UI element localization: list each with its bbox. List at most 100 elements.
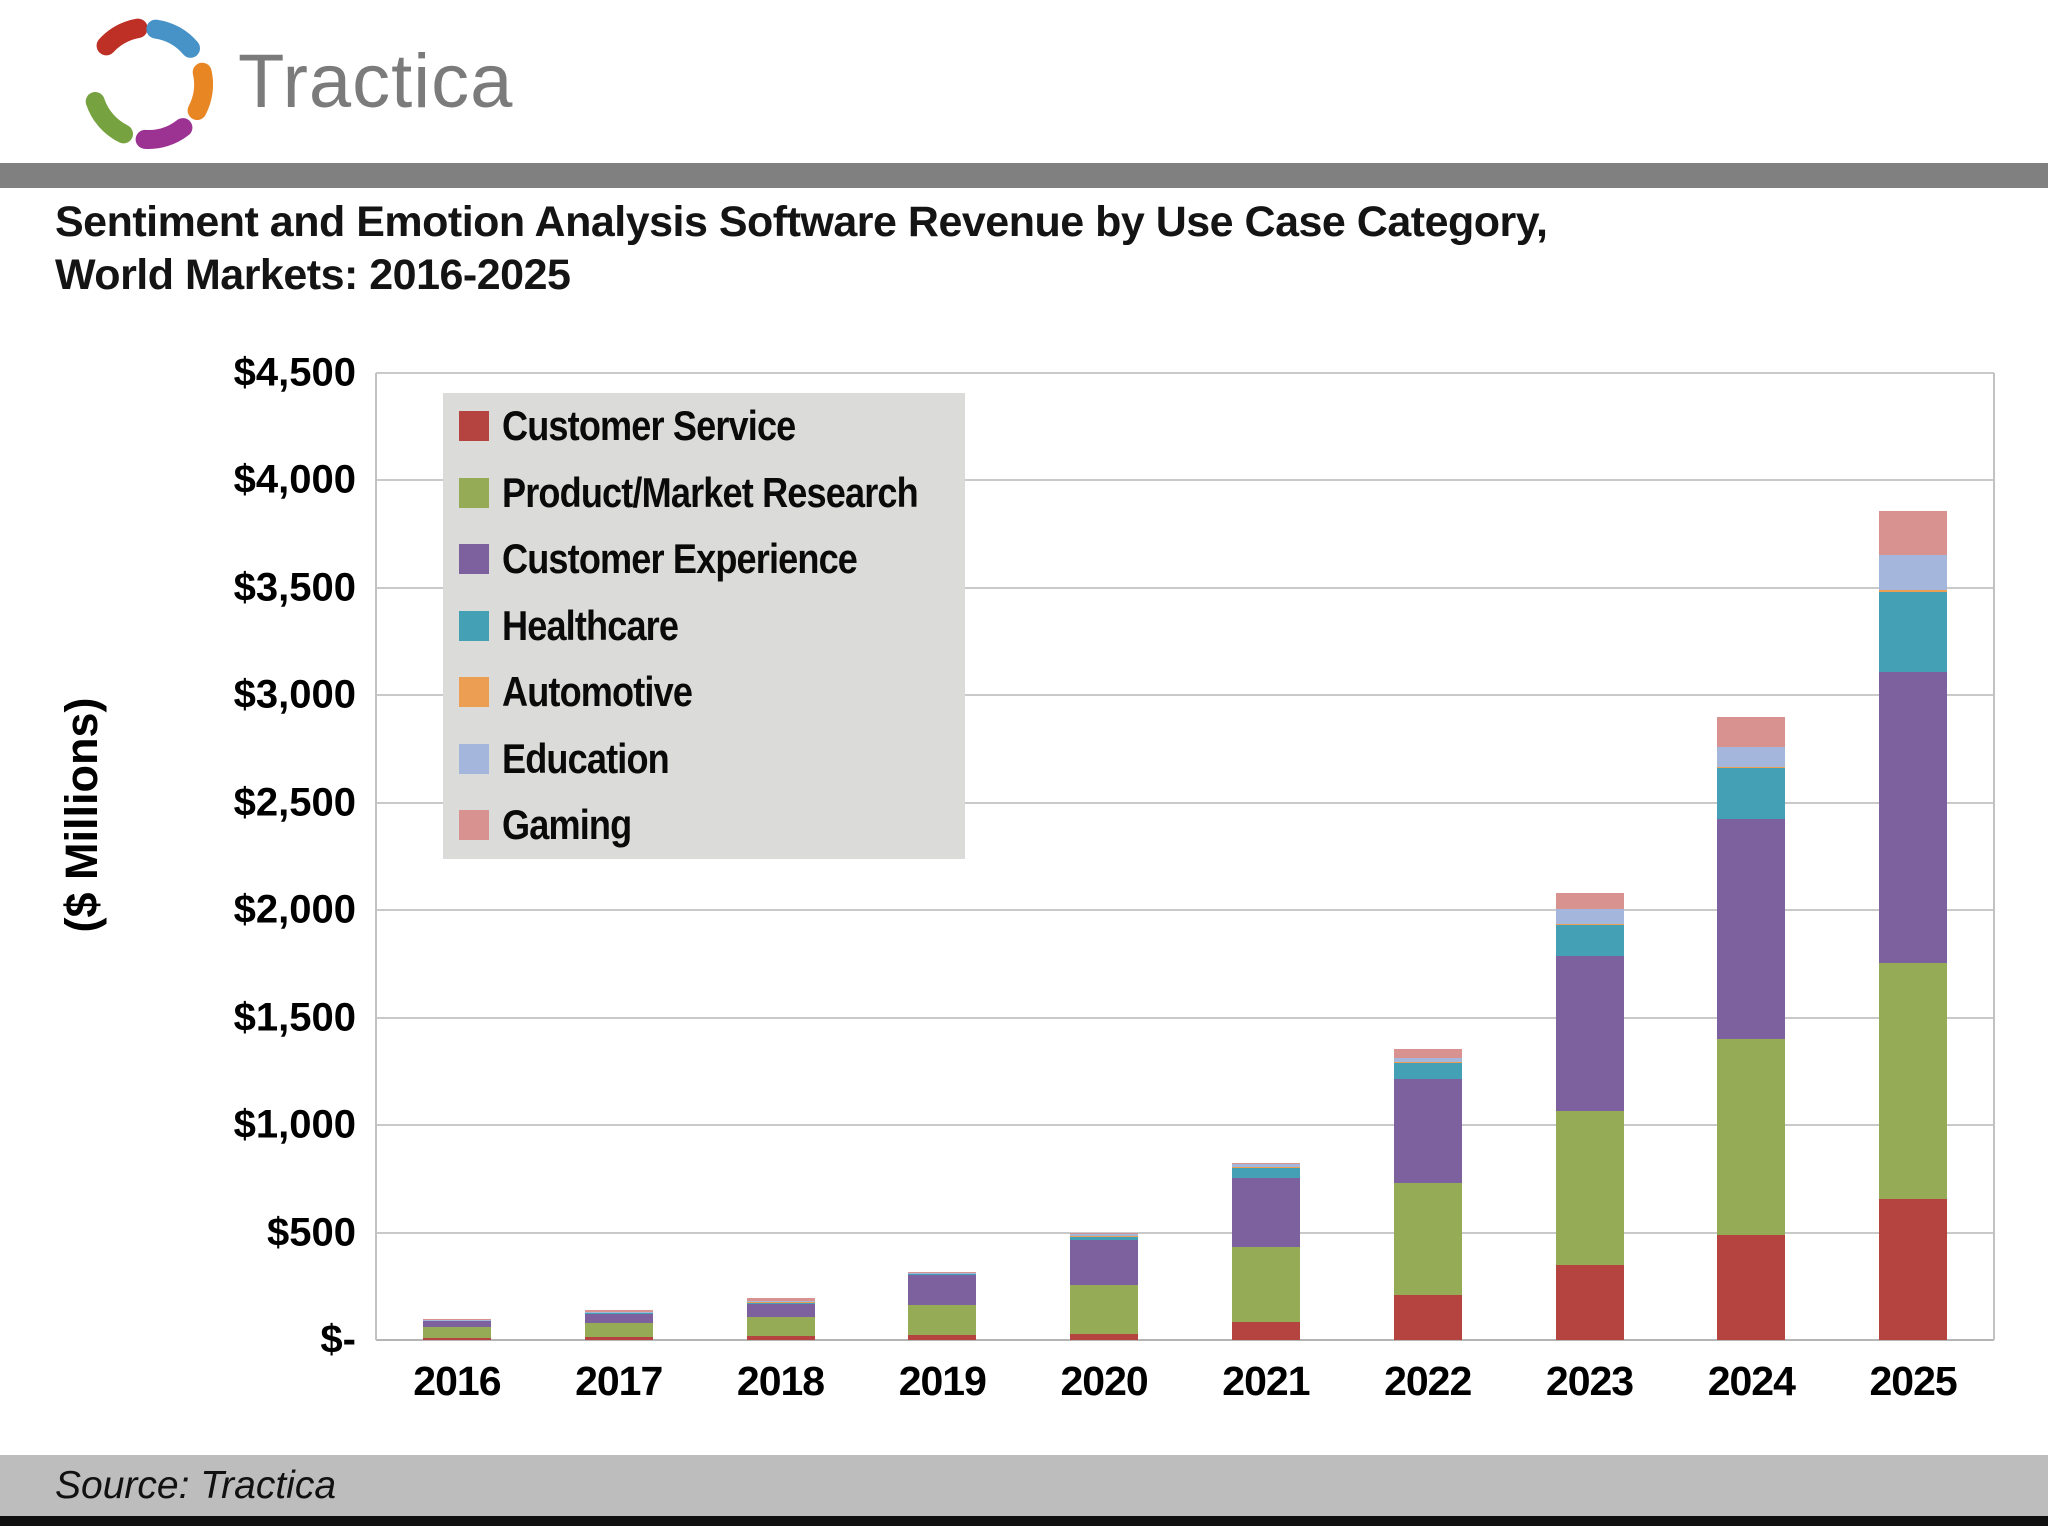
legend-item-education: Education — [443, 726, 965, 793]
bar-2021-healthcare — [1231, 1167, 1300, 1178]
legend-swatch-icon — [459, 411, 489, 442]
bar-2018-healthcare — [746, 1301, 815, 1304]
gridline-1000 — [376, 1124, 1994, 1127]
tractica-swirl-icon — [85, 18, 214, 149]
legend-item-customer-service: Customer Service — [443, 393, 965, 460]
legend-item-gaming: Gaming — [443, 792, 965, 859]
bar-2022-product-market-research — [1393, 1183, 1462, 1295]
bar-2017-customer-service — [584, 1337, 653, 1340]
legend-label: Education — [502, 734, 670, 782]
bar-2020-product-market-research — [1070, 1285, 1139, 1334]
bar-2025-product-market-research — [1879, 962, 1948, 1200]
gridline-3500 — [376, 586, 1994, 589]
bar-2023-customer-experience — [1555, 956, 1624, 1112]
gridline-2500 — [376, 801, 1994, 804]
y-axis-line — [375, 373, 377, 1340]
bar-2022-education — [1393, 1057, 1462, 1063]
bar-2016-healthcare — [422, 1320, 491, 1322]
y-tick-label-2000: $2,000 — [233, 887, 356, 932]
legend-label: Automotive — [502, 668, 693, 716]
bar-2020-gaming — [1070, 1232, 1139, 1234]
bar-2025-customer-experience — [1879, 671, 1948, 963]
bar-2020-customer-service — [1070, 1333, 1139, 1340]
y-tick-label-2500: $2,500 — [233, 780, 356, 825]
bar-2020-education — [1070, 1233, 1139, 1236]
x-tick-label-2020: 2020 — [1060, 1358, 1148, 1404]
bar-2021-product-market-research — [1231, 1246, 1300, 1322]
x-tick-label-2021: 2021 — [1222, 1358, 1310, 1404]
bar-2020-healthcare — [1070, 1236, 1139, 1241]
gridline-1500 — [376, 1016, 1994, 1019]
gridline-4000 — [376, 479, 1994, 482]
bar-2019-customer-experience — [908, 1274, 977, 1305]
legend-item-healthcare: Healthcare — [443, 593, 965, 660]
bar-2022-automotive — [1393, 1062, 1462, 1063]
x-tick-label-2023: 2023 — [1545, 1358, 1634, 1404]
chart-title-line2: World Markets: 2016-2025 — [55, 251, 571, 299]
x-tick-label-2017: 2017 — [575, 1358, 663, 1404]
x-tick-label-2016: 2016 — [413, 1358, 501, 1404]
bar-2022-customer-experience — [1393, 1078, 1462, 1184]
bar-2023-customer-service — [1555, 1264, 1624, 1340]
bar-2023-healthcare — [1555, 925, 1624, 957]
y-tick-label-4000: $4,000 — [233, 457, 356, 502]
bar-2021-education — [1231, 1163, 1300, 1168]
y-tick-label-1500: $1,500 — [233, 995, 356, 1040]
bar-2016-product-market-research — [422, 1327, 491, 1339]
bar-2022-gaming — [1393, 1048, 1462, 1058]
bar-2017-product-market-research — [584, 1323, 653, 1338]
legend-box: Customer Service Product/Market Research C… — [443, 393, 965, 859]
bar-2017-gaming — [584, 1309, 653, 1312]
y-tick-label-0: $- — [320, 1317, 356, 1362]
bar-2018-education — [746, 1300, 815, 1302]
bar-2025-customer-service — [1879, 1199, 1948, 1340]
x-tick-label-2022: 2022 — [1384, 1358, 1472, 1404]
bar-2022-healthcare — [1393, 1062, 1462, 1079]
bar-2018-gaming — [746, 1298, 815, 1301]
y-tick-label-3000: $3,000 — [233, 672, 356, 717]
bar-2017-healthcare — [584, 1312, 653, 1314]
legend-label: Healthcare — [502, 601, 679, 649]
legend-swatch-icon — [459, 610, 489, 641]
legend-swatch-icon — [459, 743, 489, 774]
bar-2019-healthcare — [908, 1273, 977, 1275]
bar-2021-customer-service — [1231, 1321, 1300, 1340]
gridline-500 — [376, 1231, 1994, 1234]
bar-2025-gaming — [1879, 510, 1948, 555]
x-tick-label-2018: 2018 — [736, 1358, 825, 1404]
legend-item-automotive: Automotive — [443, 659, 965, 726]
bar-2023-product-market-research — [1555, 1111, 1624, 1265]
source-text: Source: Tractica — [55, 1463, 337, 1507]
legend-item-customer-experience: Customer Experience — [443, 526, 965, 593]
chart-title: Sentiment and Emotion Analysis Software … — [55, 196, 1548, 302]
bar-2025-education — [1879, 554, 1948, 591]
bottom-bar — [0, 1516, 2048, 1526]
logo-wordmark: Tractica — [238, 39, 514, 124]
legend-label: Customer Experience — [502, 535, 858, 583]
source-band: Source: Tractica — [0, 1455, 2048, 1516]
bar-2016-customer-service — [422, 1338, 491, 1340]
legend-swatch-icon — [459, 810, 489, 841]
bar-2018-customer-experience — [746, 1303, 815, 1317]
bar-2024-gaming — [1717, 716, 1786, 747]
bar-2016-customer-experience — [422, 1321, 491, 1328]
bar-2024-customer-experience — [1717, 818, 1786, 1040]
bar-2017-customer-experience — [584, 1313, 653, 1324]
bar-2024-healthcare — [1717, 768, 1786, 819]
legend-item-product-market-research: Product/Market Research — [443, 460, 965, 527]
bar-2023-automotive — [1555, 924, 1624, 926]
bar-2020-customer-experience — [1070, 1240, 1139, 1286]
plot-right-border — [1993, 373, 1995, 1340]
y-tick-label-3500: $3,500 — [233, 565, 356, 610]
gridline-2000 — [376, 909, 1994, 912]
bar-2024-product-market-research — [1717, 1039, 1786, 1235]
gridline-4500 — [376, 372, 1994, 374]
legend-swatch-icon — [459, 477, 489, 508]
gridline-0 — [376, 1339, 1994, 1341]
chart-title-line1: Sentiment and Emotion Analysis Software … — [55, 198, 1548, 246]
bar-2018-customer-service — [746, 1336, 815, 1340]
header-divider-band — [0, 163, 2048, 188]
bar-2021-gaming — [1231, 1162, 1300, 1164]
